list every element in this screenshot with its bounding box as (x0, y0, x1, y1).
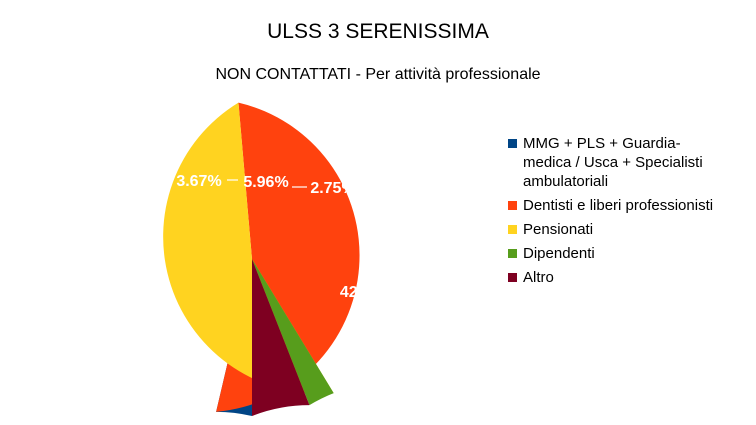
legend-item: Dipendenti (508, 244, 748, 263)
pie-slices (163, 102, 360, 416)
slice-data-label: 5.96% (243, 174, 288, 191)
legend-label: Dentisti e liberi professionisti (523, 197, 714, 214)
legend-item: Pensionati (508, 220, 748, 239)
slice-data-label: 2.75% (310, 180, 355, 197)
legend-item: Dentisti e liberi professionisti (508, 196, 748, 215)
legend-item: MMG + PLS + Guardia-medica / Usca + Spec… (508, 134, 748, 191)
legend-label: Pensionati (523, 221, 594, 238)
slice-data-label: 44.95% (102, 259, 156, 276)
legend-swatch (508, 225, 517, 234)
slice-labels: 3.67% 44.95% 42.66% 2.75% 5.96% (102, 173, 394, 301)
legend-label: MMG + PLS + Guardia-medica / Usca + Spec… (523, 135, 703, 190)
chart-subtitle: NON CONTATTATI - Per attività profession… (215, 66, 541, 83)
legend-label: Altro (523, 269, 554, 286)
slice-data-label: 3.67% (176, 173, 221, 190)
legend: MMG + PLS + Guardia-medica / Usca + Spec… (508, 134, 748, 292)
legend-swatch (508, 201, 517, 210)
pie-slice (252, 259, 310, 416)
legend-label: Dipendenti (523, 245, 595, 262)
pie-slice (163, 102, 334, 394)
legend-item: Altro (508, 268, 748, 287)
slice-data-label: 42.66% (340, 284, 394, 301)
pie-slice (252, 259, 334, 406)
legend-swatch (508, 249, 517, 258)
chart-title: ULSS 3 SERENISSIMA (267, 20, 489, 43)
leader-lines (227, 179, 307, 188)
legend-swatch (508, 273, 517, 282)
legend-swatch (508, 139, 517, 148)
